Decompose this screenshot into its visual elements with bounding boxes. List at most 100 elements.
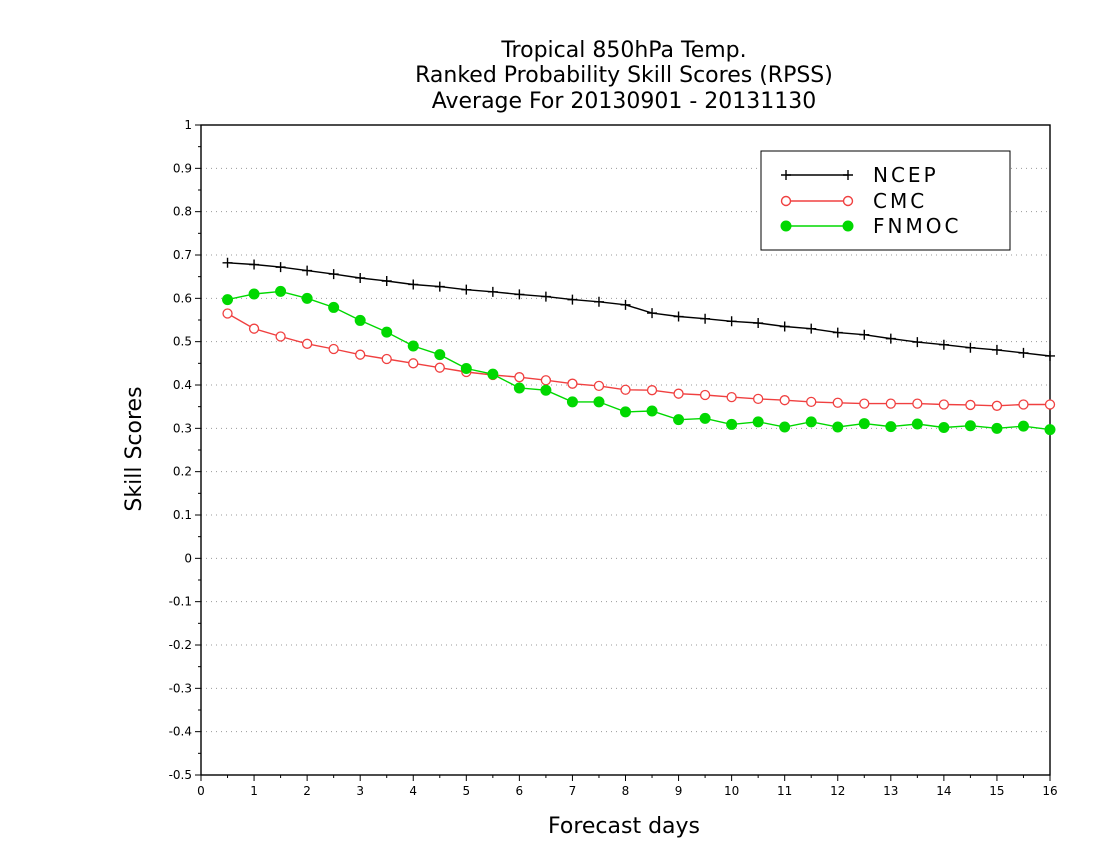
data-point-ncep [355,272,366,283]
x-tick-label: 0 [197,784,205,798]
y-tick-label: -0.4 [169,725,192,739]
y-tick-label: 0.7 [173,248,192,262]
data-point-cmc [381,353,392,365]
data-point-ncep [381,276,392,286]
data-point-fnmoc [222,294,234,306]
data-point-ncep [832,327,843,338]
data-point-fnmoc [991,422,1003,434]
series-cmc [222,308,1056,411]
x-tick-label: 15 [989,784,1004,798]
chart-title: Tropical 850hPa Temp. Ranked Probability… [415,38,833,114]
data-point-fnmoc [407,340,419,352]
y-tick-label: 0.4 [173,378,192,392]
legend-marker-fnmoc [842,220,854,232]
series-ncep [222,257,1055,361]
data-point-ncep [222,257,233,268]
y-tick-label: -0.3 [169,681,192,695]
y-tick-label: 0.2 [173,465,192,479]
data-series [222,257,1056,436]
data-point-cmc [938,399,950,410]
data-point-fnmoc [699,412,711,424]
y-tick-label: 0.6 [173,291,192,305]
data-point-fnmoc [779,421,791,433]
data-point-fnmoc [487,368,499,380]
data-point-cmc [434,362,445,373]
data-point-cmc [912,398,923,409]
chart-title-line-3: Average For 20130901 - 20131130 [432,89,817,114]
data-point-cmc [885,398,896,409]
data-point-cmc [540,375,552,386]
data-point-fnmoc [938,421,950,433]
data-point-fnmoc [726,418,738,430]
y-tick-label: 0.9 [173,161,192,175]
x-tick-label: 1 [250,784,258,798]
data-point-fnmoc [885,421,897,433]
data-point-ncep [567,294,578,305]
x-tick-label: 3 [356,784,364,798]
data-point-cmc [832,397,843,408]
data-point-cmc [1044,399,1056,410]
data-point-fnmoc [1044,424,1056,436]
data-point-ncep [700,313,711,324]
legend-entry-fnmoc: FNMOC [780,214,958,238]
y-tick-label: 1 [184,118,192,132]
data-point-ncep [673,311,684,322]
data-point-cmc [806,396,817,408]
data-point-ncep [328,269,339,280]
data-point-ncep [859,329,870,340]
y-tick-label: 0.1 [173,508,192,522]
data-point-ncep [938,339,949,350]
data-point-fnmoc [540,384,552,396]
data-point-fnmoc [673,414,685,426]
data-point-fnmoc [381,326,393,338]
data-point-cmc [408,358,419,369]
data-point-fnmoc [248,288,260,300]
data-point-fnmoc [593,396,605,408]
data-point-ncep [726,316,737,327]
data-point-fnmoc [964,420,976,432]
data-point-ncep [249,259,260,270]
data-point-fnmoc [275,285,287,297]
data-point-fnmoc [752,416,764,428]
data-point-fnmoc [434,349,446,361]
series-fnmoc [222,285,1056,436]
legend-entry-ncep: NCEP [781,163,936,187]
data-point-cmc [726,391,737,403]
x-tick-label: 4 [409,784,417,798]
y-axis-label: Skill Scores [122,386,147,511]
legend-marker-cmc [842,195,854,207]
data-point-ncep [885,333,896,344]
legend: NCEP CMC FNMOC [760,150,1011,251]
data-point-cmc [753,393,764,405]
data-point-cmc [567,378,578,389]
data-point-fnmoc [911,418,923,430]
y-tick-label: 0 [184,551,192,565]
data-point-cmc [248,323,260,334]
data-point-cmc [859,398,870,409]
data-point-cmc [275,331,286,342]
y-tick-label: -0.1 [169,595,192,609]
x-tick-label: 5 [462,784,470,798]
data-point-ncep [1045,350,1055,361]
data-point-cmc [991,400,1003,411]
data-point-fnmoc [354,314,366,326]
data-point-cmc [222,308,233,319]
data-point-fnmoc [858,418,870,430]
data-point-ncep [593,296,604,307]
data-point-fnmoc [1017,420,1029,432]
data-point-ncep [912,337,923,348]
legend-entry-cmc: CMC [780,189,924,213]
data-point-cmc [301,338,313,349]
data-point-ncep [620,299,631,310]
data-point-cmc [620,384,631,395]
data-point-cmc [779,395,790,406]
data-point-ncep [806,323,817,334]
legend-marker-cmc [780,195,792,207]
legend-marker-ncep [781,170,853,180]
data-point-cmc [355,349,366,360]
data-point-fnmoc [328,301,340,313]
data-point-cmc [1018,399,1029,410]
data-point-cmc [965,399,976,411]
x-tick-label: 10 [724,784,739,798]
